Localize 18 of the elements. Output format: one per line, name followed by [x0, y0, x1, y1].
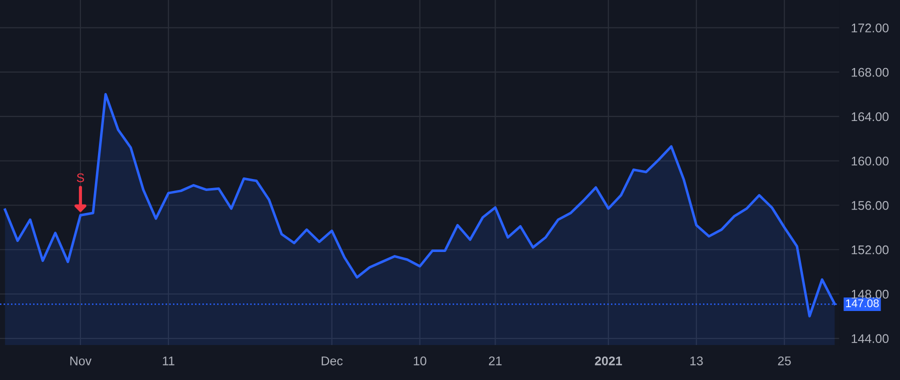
y-tick-label: 144.00: [852, 334, 889, 344]
y-tick-label: 160.00: [852, 156, 889, 166]
annotation: S: [76, 173, 84, 182]
y-tick-label: 156.00: [852, 201, 889, 210]
x-tick-label: 13: [690, 356, 703, 366]
y-tick-label: 164.00: [852, 112, 889, 122]
y-tick-label: 152.00: [852, 245, 889, 254]
x-tick-label: 25: [778, 356, 791, 366]
x-tick-label: Nov: [70, 356, 92, 366]
y-tick-label: 148.00: [852, 290, 889, 299]
ref-line-label: 147.08: [846, 299, 879, 308]
x-tick-label: 11: [162, 356, 174, 366]
x-tick-label: 21: [488, 356, 502, 366]
y-tick-label: 168.00: [852, 68, 889, 77]
x-tick-label: 2021: [594, 356, 622, 366]
y-tick-label: 172.00: [852, 24, 889, 32]
x-tick-label: 10: [414, 356, 426, 366]
x-tick-label: Dec: [322, 356, 343, 366]
